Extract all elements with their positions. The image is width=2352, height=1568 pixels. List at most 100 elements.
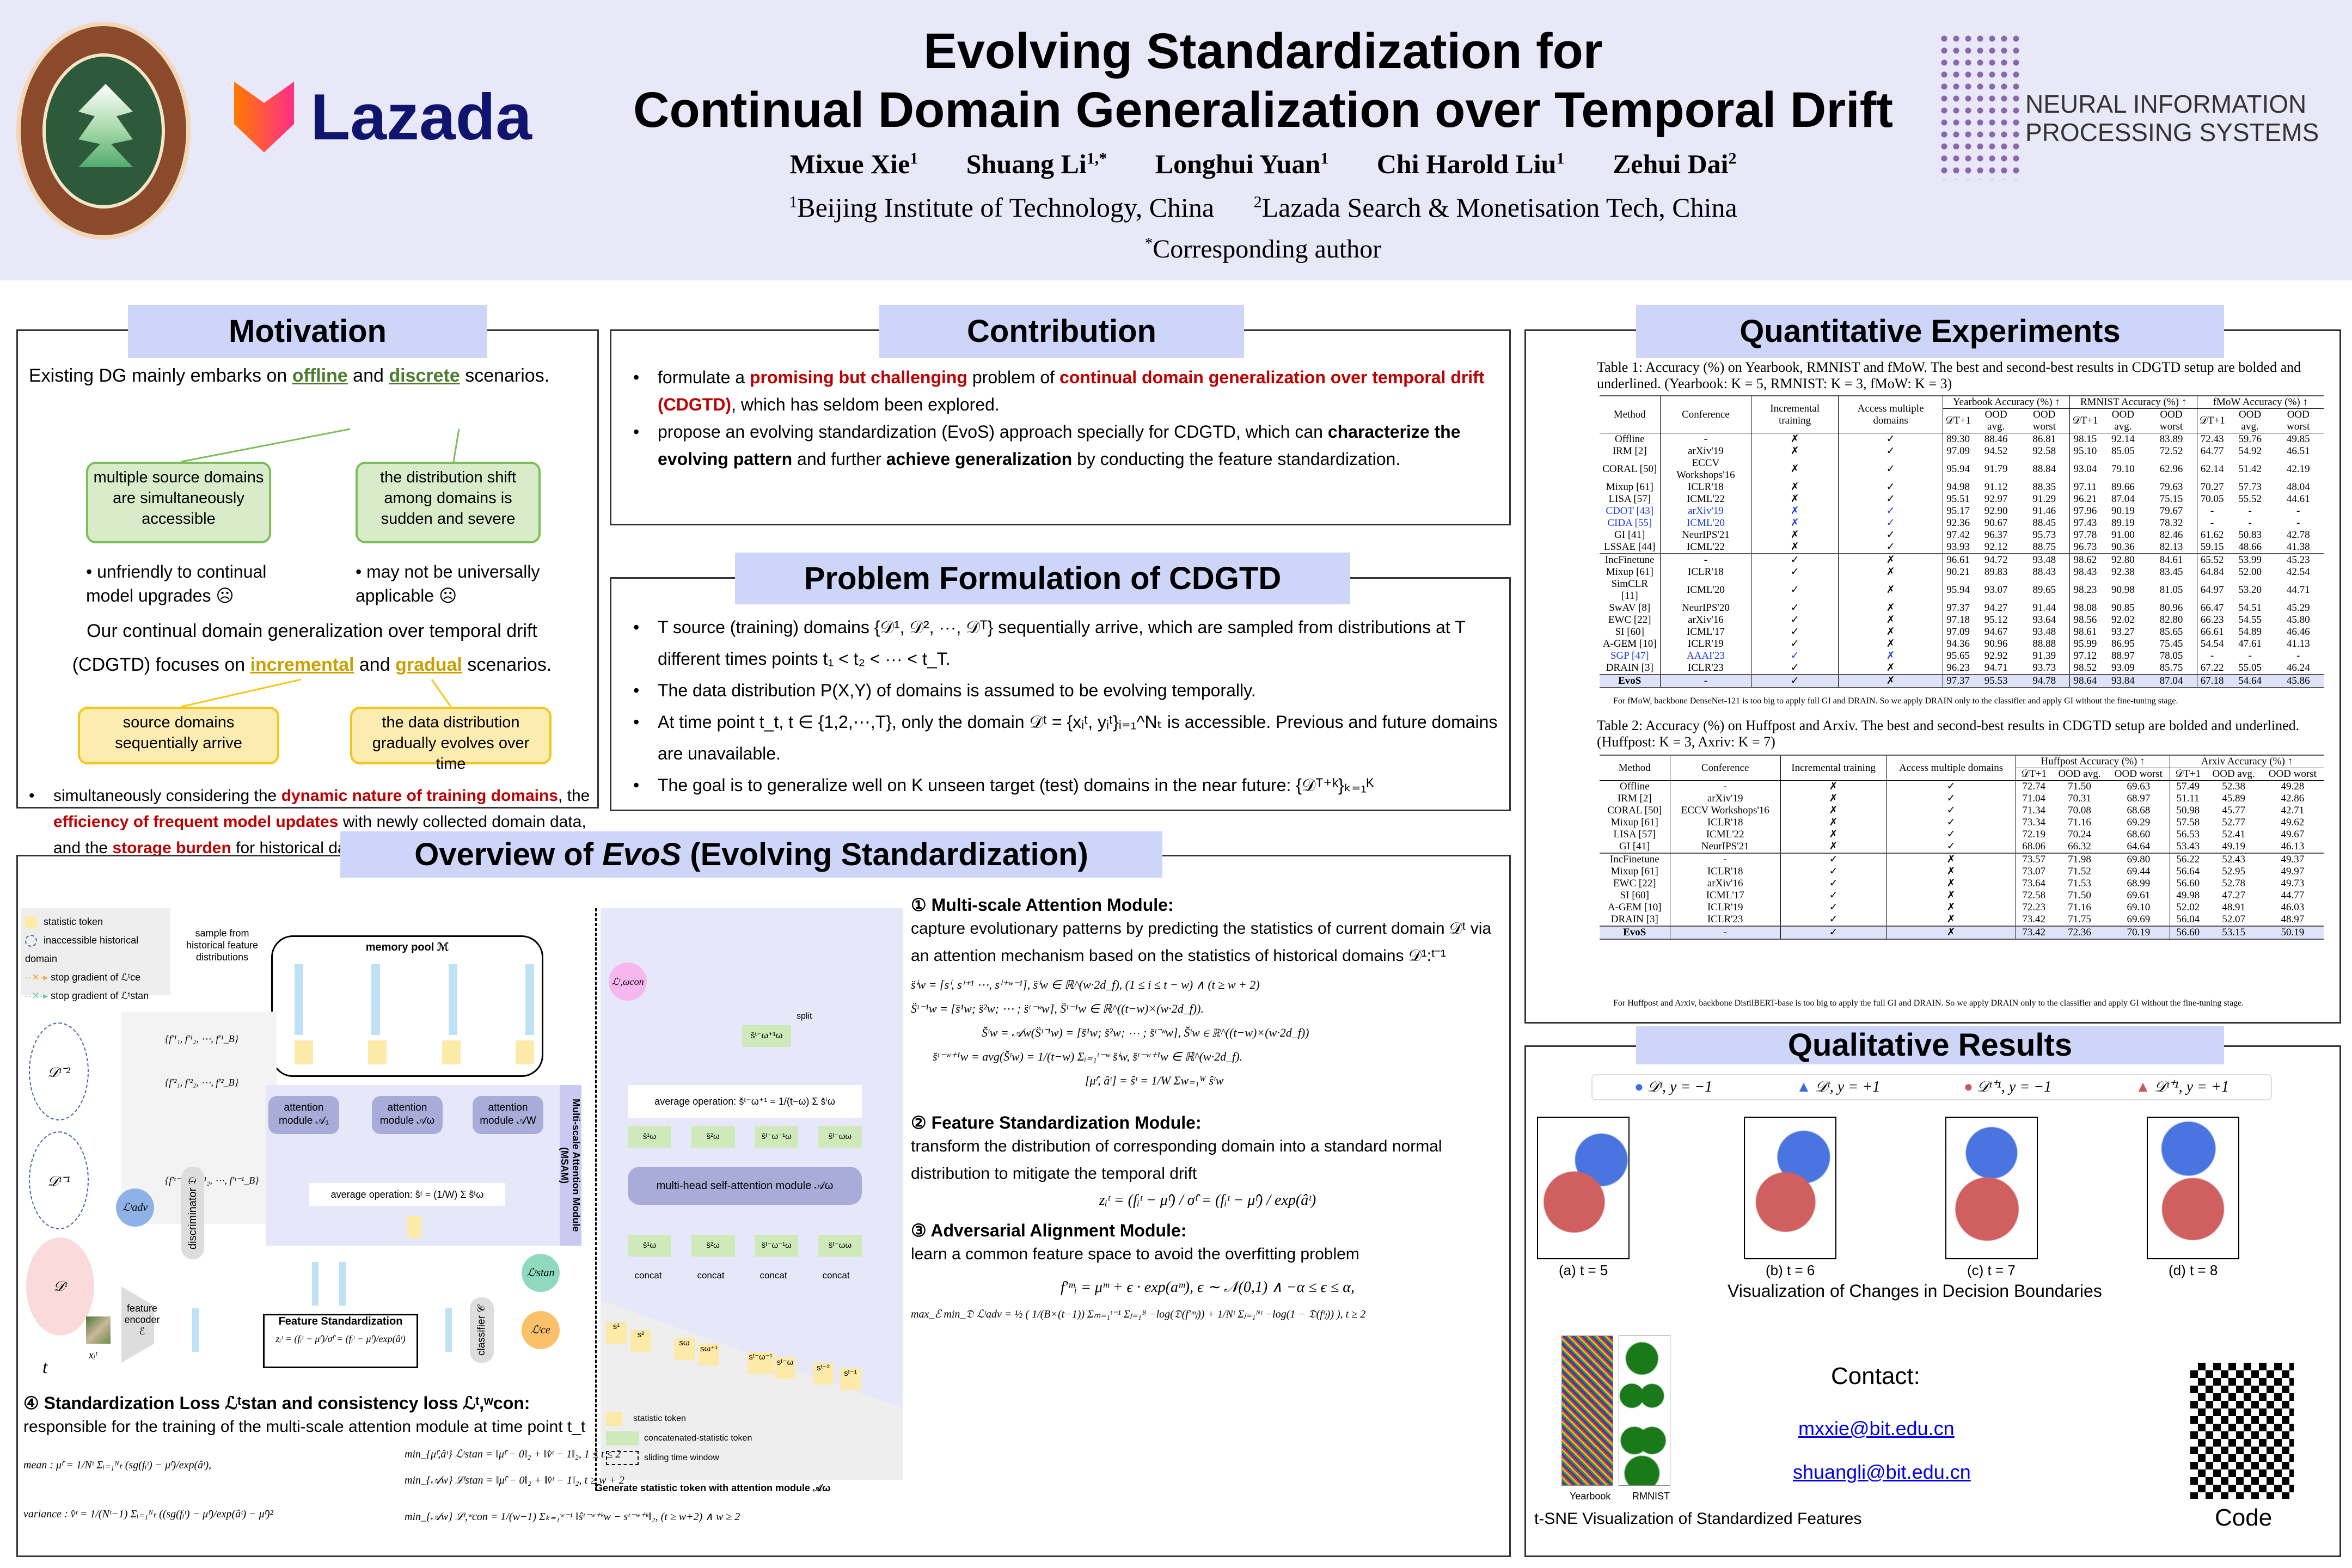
- domain-t-2-cloud: 𝒟ᵗ⁻²: [29, 1022, 89, 1120]
- table-row: LSSAE [44] ICML'22 ✗ ✓ 93.93 92.12 88.75 96.73 9…: [1604, 541, 2310, 554]
- quantitative-title: Quantitative Experiments: [1636, 305, 2224, 358]
- poster-title: Evolving Standardization for Continual D…: [633, 23, 1893, 138]
- contribution-section: formulate a promising but challenging pr…: [610, 329, 1511, 525]
- table-row: Offline - ✗ ✓ 72.74 71.50 69.63 57.49 52.38 49.28: [1619, 780, 2305, 793]
- domain-t-cloud: 𝒟ᵗ: [26, 1238, 94, 1336]
- table-row: Mixup [61] ICLR'18 ✗ ✓ 73.34 71.16 69.29 57.58 5…: [1610, 817, 2305, 829]
- a-hat-vector: [339, 1262, 346, 1306]
- table-row: GI [41] NeurIPS'21 ✗ ✓ 97.42 96.37 95.73 97.78 9…: [1614, 529, 2310, 541]
- gradual-explanation-box: the data distribution gradually evolves …: [350, 707, 552, 773]
- overview-title: Overview of EvoS (Evolving Standardizati…: [340, 831, 1162, 878]
- table-row: Mixup [61] ICLR'18 ✓ ✗ 90.21 89.83 88.43 98.43 9…: [1606, 566, 2310, 578]
- email-link-shuangli[interactable]: shuangli@bit.edu.cn: [1793, 1461, 1971, 1483]
- stop-gradient-ce-icon: ··✕·▸: [25, 972, 48, 983]
- token-s-t-1: [515, 1040, 534, 1064]
- motivation-section: Existing DG mainly embarks on offline an…: [16, 329, 599, 857]
- msam-module: attention module 𝒜₁ attention module 𝒜ω …: [266, 1085, 581, 1246]
- blue-circle-icon: ●: [1634, 1079, 1644, 1095]
- qualitative-section: ● 𝒟ᵗ, y = −1 ▲ 𝒟ᵗ, y = +1 ● 𝒟ᵗ⁺¹, y = −1…: [1524, 1045, 2341, 1557]
- table-row: IRM [2] arXiv'19 ✗ ✓ 71.04 70.31 68.97 51.11 45.…: [1617, 793, 2305, 805]
- quantitative-section: Table 1: Accuracy (%) on Yearbook, RMNIS…: [1524, 329, 2341, 1024]
- table-row: EWC [22] arXiv'16 ✓ ✗ 97.18 95.12 93.64 98.56 92…: [1608, 614, 2310, 626]
- qualitative-title: Qualitative Results: [1636, 1026, 2224, 1064]
- l-con-node: ℒᵗ,ωcon: [609, 963, 647, 1001]
- table1: Method Conference Incremental training Acce…: [1600, 395, 2324, 688]
- red-circle-icon: ●: [1964, 1079, 1973, 1095]
- table-row: CDOT [43] arXiv'19 ✗ ✓ 95.17 92.90 91.46 97.96 9…: [1606, 505, 2300, 517]
- author-list: Mixue Xie1 Shuang Li1,* Longhui Yuan1 Ch…: [789, 149, 1737, 179]
- contribution-title: Contribution: [879, 305, 1244, 358]
- decision-boundary-plot-d: [2147, 1117, 2239, 1259]
- poster-header: Lazada Evolving Standardization for Cont…: [0, 0, 2352, 280]
- email-link-mxxie[interactable]: mxxie@bit.edu.cn: [1798, 1417, 1955, 1440]
- table-row: Offline - ✗ ✓ 89.30 88.46 86.81 98.15 92.14 83.89…: [1614, 433, 2310, 445]
- statistic-token-icon: [25, 916, 37, 929]
- table-row: SI [60] ICML'17 ✓ ✗ 72.58 71.50 69.61 49.98 47.2…: [1620, 890, 2305, 902]
- table-row: IncFinetune - ✓ ✗ 73.57 71.98 69.80 56.22 52.43 4…: [1600, 853, 2324, 866]
- table-row: EvoS - ✓ ✗ 73.42 72.36 70.19 56.60 53.15 50.19: [1600, 926, 2324, 940]
- table-row: IncFinetune - ✓ ✗ 96.61 94.72 93.48 98.62 92.80 8…: [1600, 553, 2324, 566]
- table-row: DRAIN [3] ICLR'23 ✓ ✗ 73.42 71.75 69.69 56.04 52…: [1610, 914, 2305, 926]
- problem-section: T source (training) domains {𝒟¹, 𝒟², ⋯, …: [610, 577, 1511, 811]
- feature-vector: [192, 1308, 199, 1352]
- corresponding-note: *Corresponding author: [1144, 235, 1382, 264]
- decision-boundary-plot-c: [1945, 1117, 2038, 1259]
- l-adv-node: ℒᵗadv: [116, 1189, 154, 1227]
- table-row: Mixup [61] ICLR'18 ✗ ✓ 94.98 91.12 88.35 97.11 8…: [1606, 481, 2310, 493]
- attention-generation-diagram: average operation: s̆ᵗ⁻ω⁺¹ = 1/(t−ω) Σ s…: [601, 908, 903, 1480]
- z-vector: [445, 1308, 452, 1352]
- tree-icon: [78, 84, 133, 167]
- table-row: EvoS - ✓ ✗ 97.37 95.53 94.78 98.64 93.84 87.04 67.…: [1600, 674, 2324, 688]
- memory-pool: memory pool ℳ: [271, 935, 543, 1077]
- token-s2: [368, 1040, 387, 1064]
- table-row: DRAIN [3] ICLR'23 ✓ ✗ 96.23 94.71 93.73 98.52 93…: [1606, 662, 2310, 675]
- table-row: CIDA [55] ICML'20 ✗ ✓ 92.36 90.67 88.45 97.43 89…: [1607, 517, 2300, 529]
- input-image: [86, 1316, 111, 1344]
- table-row: IRM [2] arXiv'19 ✗ ✓ 97.09 94.52 92.58 95.10 85.…: [1612, 445, 2310, 457]
- incremental-explanation-box: source domains sequentially arrive: [78, 707, 279, 764]
- table-row: A-GEM [10] ICLR'19 ✓ ✗ 94.36 90.96 88.88 95.99 8…: [1602, 638, 2310, 650]
- table-row: LISA [57] ICML'22 ✗ ✓ 95.51 92.97 91.29 96.21 87…: [1608, 493, 2310, 505]
- table2: Method Conference Incremental training Acce…: [1600, 755, 2324, 940]
- tsne-rmnist-plot: [1619, 1336, 1670, 1486]
- code-qr-icon[interactable]: [2190, 1363, 2294, 1499]
- l-ce-node: ℒᵗce: [522, 1311, 560, 1349]
- table-row: SGP [47] AAAI'23 ✓ ✗ 95.65 92.92 91.39 97.12 88.…: [1610, 650, 2300, 662]
- problem-title: Problem Formulation of CDGTD: [735, 553, 1350, 604]
- blue-triangle-icon: ▲: [1796, 1079, 1811, 1095]
- table-row: A-GEM [10] ICLR'19 ✓ ✗ 72.23 71.16 69.10 52.02 4…: [1607, 902, 2305, 914]
- feature-standardization-box: Feature Standardization zᵢᵗ = (fᵢᵗ − μ̂ᵗ…: [263, 1314, 418, 1368]
- table-row: Mixup [61] ICLR'18 ✓ ✗ 73.07 71.52 69.44 56.64 5…: [1610, 866, 2305, 878]
- table-row: CORAL [50] ECCV Workshops'16 ✗ ✓ 71.34 70.08 6…: [1607, 805, 2305, 817]
- motivation-title: Motivation: [128, 305, 487, 358]
- mu-hat-vector: [312, 1262, 318, 1306]
- offline-explanation-box: multiple source domains are simultaneous…: [86, 462, 271, 543]
- token-s-t-w-1: [442, 1040, 461, 1064]
- affiliations: 1Beijing Institute of Technology, China …: [789, 192, 1737, 223]
- diagram-legend: statistic token inaccessible historical …: [21, 908, 170, 1001]
- table-row: SimCLR [11] ICML'20 ✓ ✗ 95.94 93.07 89.65 98.23…: [1611, 578, 2310, 602]
- neurips-dots-icon: [1938, 33, 2020, 180]
- domain-t-1-cloud: 𝒟ᵗ⁻¹: [29, 1131, 89, 1229]
- table-row: GI [41] NeurIPS'21 ✗ ✓ 68.06 66.32 64.64 53.43 4…: [1619, 841, 2305, 853]
- table-row: LISA [57] ICML'22 ✗ ✓ 72.19 70.24 68.60 56.53 52…: [1613, 829, 2305, 841]
- classifier: classifier 𝒞: [470, 1297, 494, 1363]
- discriminator: discriminator 𝔇: [181, 1167, 204, 1259]
- overview-section: statistic token inaccessible historical …: [16, 855, 1511, 1557]
- bit-logo: [16, 22, 191, 240]
- table-row: SI [60] ICML'17 ✓ ✗ 97.09 94.67 93.48 98.61 93.2…: [1615, 626, 2310, 638]
- table-row: SwAV [8] NeurIPS'20 ✓ ✗ 97.37 94.27 91.44 98.08…: [1609, 602, 2310, 614]
- stop-gradient-stan-icon: ··✕·▸: [25, 990, 48, 1001]
- scatter-legend: ● 𝒟ᵗ, y = −1 ▲ 𝒟ᵗ, y = +1 ● 𝒟ᵗ⁺¹, y = −1…: [1591, 1074, 2272, 1100]
- decision-boundary-plot-a: [1537, 1117, 1630, 1259]
- neurips-logo: NEURAL INFORMATION PROCESSING SYSTEMS: [1938, 33, 2341, 185]
- tsne-yearbook-plot: [1561, 1336, 1613, 1486]
- lazada-heart-icon: [234, 82, 294, 152]
- decision-boundary-plot-b: [1744, 1117, 1836, 1259]
- red-triangle-icon: ▲: [2135, 1079, 2151, 1095]
- l-stan-node: ℒᵗstan: [522, 1254, 560, 1292]
- cloud-icon: [25, 935, 37, 947]
- discrete-explanation-box: the distribution shift among domains is …: [356, 462, 541, 543]
- token-s1: [295, 1040, 313, 1064]
- table-row: EWC [22] arXiv'16 ✓ ✗ 73.64 71.53 68.99 56.60 52…: [1613, 878, 2305, 890]
